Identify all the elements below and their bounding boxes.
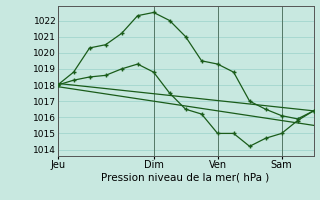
X-axis label: Pression niveau de la mer( hPa ): Pression niveau de la mer( hPa ) xyxy=(101,173,270,183)
